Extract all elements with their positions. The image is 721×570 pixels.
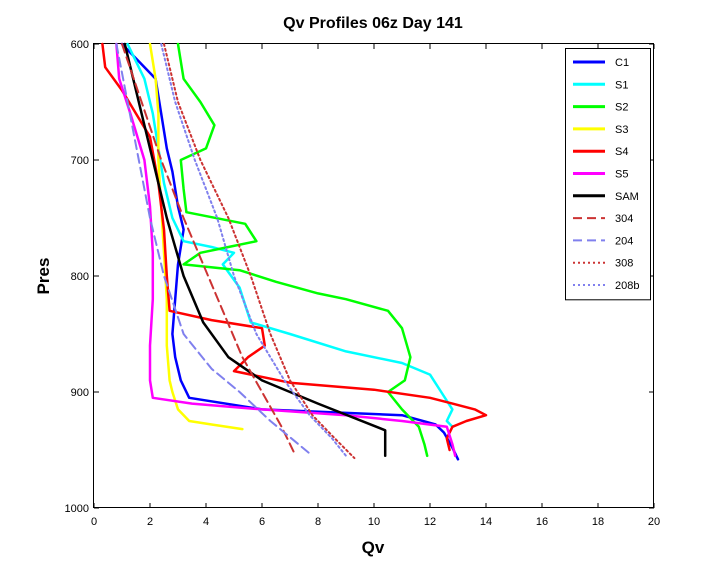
series-line-304 [121,43,297,457]
y-tick-label: 900 [71,387,89,399]
x-axis-label: Qv [362,538,385,557]
series-line-208b [160,43,347,457]
x-tick-label: 6 [259,516,265,528]
legend: C1 S1 S2 S3 S4 S5 SAM 304 204 308 208b [565,48,651,301]
series-line-s4 [101,42,488,452]
chart-title: Qv Profiles 06z Day 141 [283,15,463,32]
x-tick-label: 2 [147,516,153,528]
series-line-sam [123,42,387,458]
legend-label: S1 [615,79,628,91]
series-line-s3 [148,42,244,431]
legend-label: SAM [615,191,639,203]
plot-area-frame [93,43,654,508]
series-line-204 [115,43,314,457]
axis-ticks: 0 2 4 6 8 10 12 14 16 18 20 600 700 800 900 1000 [65,39,661,528]
y-axis-label: Pres [34,258,53,295]
legend-label: 208b [615,280,639,292]
y-tick-label: 700 [71,155,89,167]
legend-label: S2 [615,102,628,114]
y-tick-label: 1000 [65,503,89,515]
series-layer [101,42,488,461]
x-tick-label: 0 [91,516,97,528]
x-tick-label: 8 [315,516,321,528]
legend-label: S4 [615,146,628,158]
series-line-308 [163,43,356,460]
series-line-s2 [176,42,429,458]
x-tick-label: 12 [424,516,436,528]
legend-label: C1 [615,57,629,69]
legend-label: S3 [615,124,628,136]
x-tick-label: 10 [368,516,380,528]
legend-box [565,48,651,301]
legend-label: 304 [615,213,633,225]
y-tick-label: 600 [71,39,89,51]
x-tick-label: 18 [592,516,604,528]
x-tick-label: 4 [203,516,209,528]
x-tick-label: 16 [536,516,548,528]
x-tick-label: 20 [648,516,660,528]
legend-label: 204 [615,235,633,247]
legend-label: S5 [615,169,628,181]
x-tick-label: 14 [480,516,492,528]
y-tick-label: 800 [71,271,89,283]
series-line-s5 [115,42,457,458]
series-line-c1 [120,42,460,461]
legend-label: 308 [615,258,633,270]
